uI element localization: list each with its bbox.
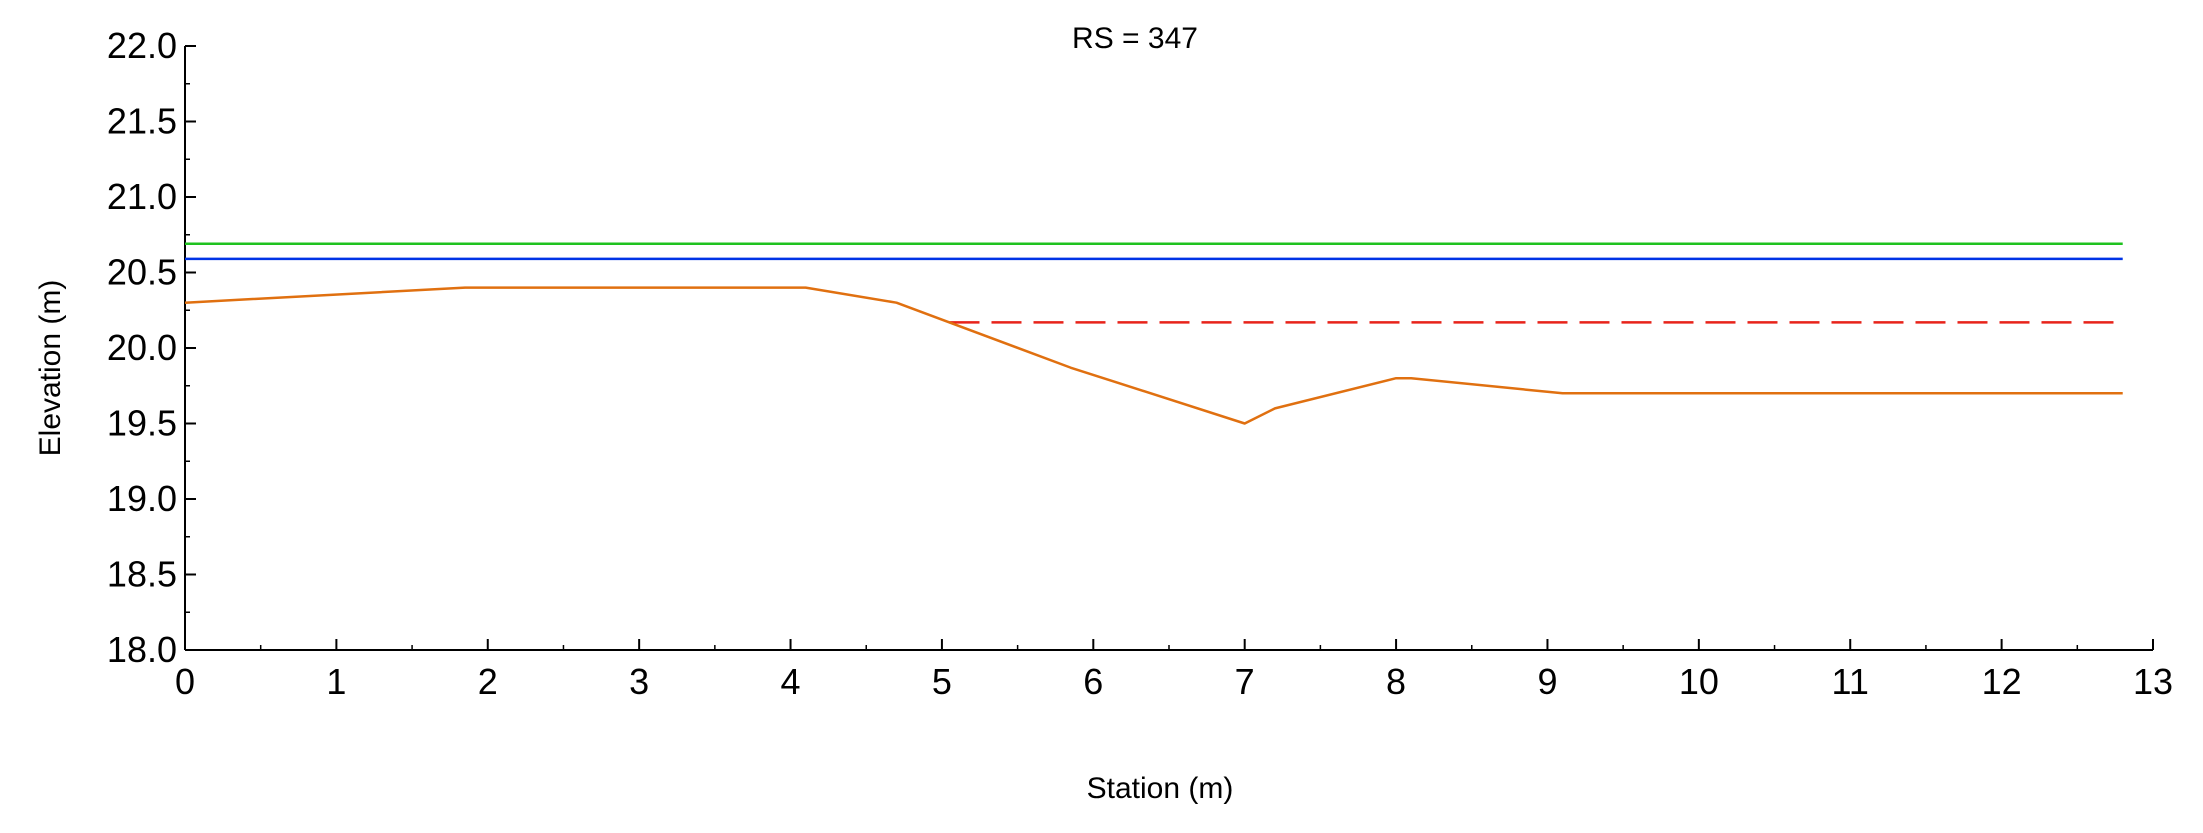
y-tick-label: 20.5 <box>107 252 177 293</box>
x-tick-label: 2 <box>478 661 498 702</box>
x-tick-label: 1 <box>326 661 346 702</box>
y-tick-label: 22.0 <box>107 25 177 66</box>
x-tick-label: 7 <box>1235 661 1255 702</box>
y-tick-label: 21.5 <box>107 101 177 142</box>
y-axis-label: Elevation (m) <box>34 280 67 457</box>
x-tick-label: 8 <box>1386 661 1406 702</box>
series-line-4 <box>184 286 2123 425</box>
x-tick-label: 6 <box>1083 661 1103 702</box>
y-tick-label: 18.0 <box>107 629 177 670</box>
chart-title: RS = 347 <box>1072 22 1198 55</box>
y-tick-label: 19.0 <box>107 478 177 519</box>
x-tick-label: 3 <box>629 661 649 702</box>
axes-layer: 0 1 2 3 4 5 6 7 8 9 10 11 12 1318.018.519.019.520.020… <box>107 25 2173 702</box>
series-layer <box>184 242 2123 425</box>
x-tick-label: 4 <box>781 661 801 702</box>
x-axis-label: Station (m) <box>1087 772 1234 805</box>
x-tick-label: 10 <box>1679 661 1719 702</box>
y-tick-label: 21.0 <box>107 176 177 217</box>
x-tick-label: 5 <box>932 661 952 702</box>
y-tick-label: 20.0 <box>107 327 177 368</box>
x-tick-label: 9 <box>1537 661 1557 702</box>
x-tick-label: 12 <box>1982 661 2022 702</box>
x-tick-label: 0 <box>175 661 195 702</box>
y-tick-label: 18.5 <box>107 554 177 595</box>
x-tick-label: 11 <box>1832 661 1869 702</box>
x-tick-label: 13 <box>2133 661 2173 702</box>
y-tick-label: 19.5 <box>107 403 177 444</box>
